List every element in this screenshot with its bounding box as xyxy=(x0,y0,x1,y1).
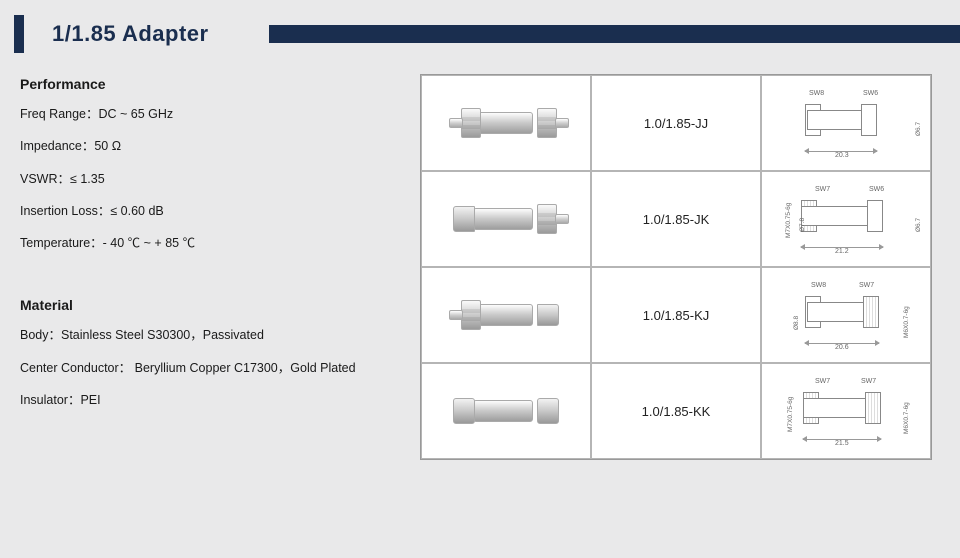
product-drawing-cell: SW8 SW7 20.6 Ø8.8 M6X0.7-6g xyxy=(761,267,931,363)
connector-render-jj xyxy=(451,106,561,140)
connector-render-kk xyxy=(451,394,561,428)
product-label-cell: 1.0/1.85-KJ xyxy=(591,267,761,363)
spec-impedance: Impedance：50 Ω xyxy=(20,138,420,154)
title-accent xyxy=(14,15,24,53)
drawing-jk: SW7 SW6 21.2 M7X0.75-6g Ø7.8 Ø6.7 xyxy=(771,184,921,254)
product-label-cell: 1.0/1.85-JK xyxy=(591,171,761,267)
product-drawing-cell: SW7 SW7 21.5 M7X0.75-6g M6X0.7-6g xyxy=(761,363,931,459)
drawing-kk: SW7 SW7 21.5 M7X0.75-6g M6X0.7-6g xyxy=(771,376,921,446)
spec-vswr: VSWR：≤ 1.35 xyxy=(20,171,420,187)
products-table: 1.0/1.85-JJ SW8 SW6 20.3 Ø6.7 1.0/1 xyxy=(420,74,932,460)
spec-body: Body：Stainless Steel S30300，Passivated xyxy=(20,327,420,343)
part-label: 1.0/1.85-KJ xyxy=(643,308,710,323)
spec-temperature: Temperature：- 40 ℃ ~ + 85 ℃ xyxy=(20,235,420,251)
performance-heading: Performance xyxy=(20,76,420,92)
product-drawing-cell: SW7 SW6 21.2 M7X0.75-6g Ø7.8 Ø6.7 xyxy=(761,171,931,267)
connector-render-jk xyxy=(451,202,561,236)
product-drawing-cell: SW8 SW6 20.3 Ø6.7 xyxy=(761,75,931,171)
spec-freq-range: Freq Range：DC ~ 65 GHz xyxy=(20,106,420,122)
material-heading: Material xyxy=(20,297,420,313)
part-label: 1.0/1.85-JK xyxy=(643,212,710,227)
product-label-cell: 1.0/1.85-JJ xyxy=(591,75,761,171)
spec-center-conductor: Center Conductor： Beryllium Copper C1730… xyxy=(20,360,420,376)
product-image-cell xyxy=(421,171,591,267)
spec-insertion-loss: Insertion Loss：≤ 0.60 dB xyxy=(20,203,420,219)
drawing-kj: SW8 SW7 20.6 Ø8.8 M6X0.7-6g xyxy=(771,280,921,350)
specs-column: Performance Freq Range：DC ~ 65 GHz Imped… xyxy=(20,74,420,460)
part-label: 1.0/1.85-JJ xyxy=(644,116,708,131)
product-image-cell xyxy=(421,75,591,171)
product-image-cell xyxy=(421,267,591,363)
spec-insulator: Insulator：PEI xyxy=(20,392,420,408)
title-bar: 1/1.85 Adapter xyxy=(0,18,960,50)
product-label-cell: 1.0/1.85-KK xyxy=(591,363,761,459)
product-image-cell xyxy=(421,363,591,459)
part-label: 1.0/1.85-KK xyxy=(642,404,711,419)
content: Performance Freq Range：DC ~ 65 GHz Imped… xyxy=(0,74,960,460)
title-stripe xyxy=(269,25,960,43)
page-title: 1/1.85 Adapter xyxy=(52,21,209,47)
drawing-jj: SW8 SW6 20.3 Ø6.7 xyxy=(771,88,921,158)
connector-render-kj xyxy=(451,298,561,332)
